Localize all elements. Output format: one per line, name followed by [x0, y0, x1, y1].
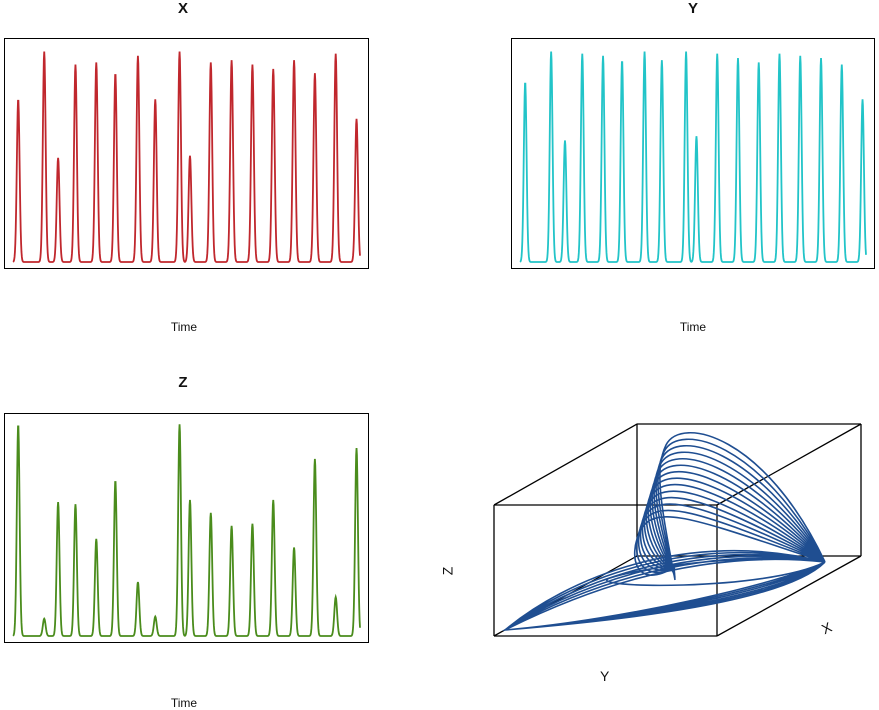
panel-x-plot-area — [4, 38, 369, 269]
phase-trajectory — [502, 432, 826, 632]
panel-x-chart — [12, 51, 361, 263]
panel-y-xlabel: Time — [679, 320, 707, 334]
panel-z-xlabel: Time — [170, 696, 198, 710]
phase-ylabel: Y — [600, 668, 610, 684]
panel-y-chart — [519, 51, 867, 263]
phase-space-plot — [430, 410, 870, 700]
phase-zlabel: Z — [439, 566, 456, 576]
panel-x-title: X — [177, 0, 188, 17]
panel-y-title: Y — [687, 0, 698, 17]
x-series-line — [12, 51, 361, 263]
panel-z-plot-area — [4, 413, 369, 643]
phase-space-chart — [493, 423, 862, 637]
box-edge-10 — [716, 555, 862, 637]
panel-z-chart — [12, 424, 361, 637]
panel-z-title: Z — [178, 374, 188, 391]
panel-x-xlabel: Time — [170, 320, 198, 334]
box-edge-9 — [716, 423, 862, 506]
panel-y-plot-area — [511, 38, 875, 269]
box-edge-8 — [493, 423, 638, 506]
y-series-line — [519, 51, 867, 263]
z-series-line — [12, 424, 361, 637]
